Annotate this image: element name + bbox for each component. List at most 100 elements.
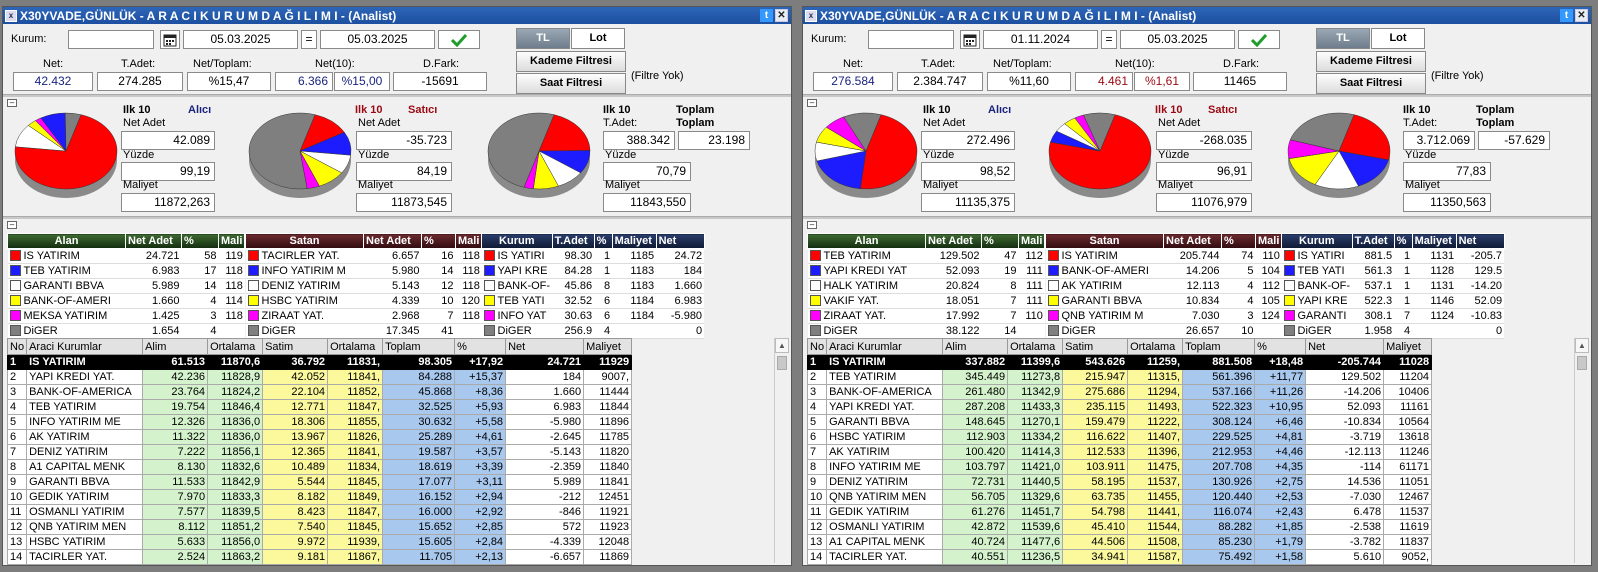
column-header[interactable]: % bbox=[1221, 233, 1256, 249]
tl-toggle-button[interactable]: TL bbox=[516, 28, 570, 49]
column-header[interactable]: Mali bbox=[217, 233, 246, 249]
column-header[interactable]: % bbox=[593, 233, 613, 249]
table-row[interactable]: TACIRLER YAT. 6.657 16 118 bbox=[245, 248, 482, 264]
kademe-filter-button[interactable]: Kademe Filtresi bbox=[1316, 51, 1426, 72]
table-row[interactable]: 2 TEB YATIRIM 345.449 11273,8 215.947 11315, 5… bbox=[806, 369, 1433, 385]
column-header[interactable]: Net Adet bbox=[925, 233, 982, 249]
table-row[interactable]: MEKSA YATIRIM 1.425 3 118 bbox=[7, 308, 245, 324]
column-header[interactable]: Ortalama bbox=[207, 338, 264, 355]
table-row[interactable]: VAKIF YAT. 18.051 7 111 bbox=[807, 293, 1045, 309]
column-header[interactable]: Araci Kurumlar bbox=[26, 338, 144, 355]
table-row[interactable]: DiGER 17.345 41 bbox=[245, 323, 482, 339]
column-header[interactable]: Mali bbox=[454, 233, 483, 249]
table-row[interactable]: IS YATIRIM 205.744 74 110 bbox=[1045, 248, 1282, 264]
collapse-icon[interactable]: – bbox=[807, 221, 817, 229]
table-row[interactable]: 12 OSMANLI YATIRIM 42.872 11539,6 45.410 1154… bbox=[806, 519, 1433, 535]
table-row[interactable]: 5 GARANTI BBVA 148.645 11270,1 159.479 11222,… bbox=[806, 414, 1433, 430]
column-header[interactable]: No bbox=[6, 338, 28, 355]
column-header[interactable]: Alim bbox=[942, 338, 1009, 355]
table-row[interactable]: ZIRAAT YAT. 17.992 7 110 bbox=[807, 308, 1045, 324]
table-row[interactable]: 6 AK YATIRIM 11.322 11836,0 13.967 11826, 25.2… bbox=[6, 429, 633, 445]
kademe-filter-button[interactable]: Kademe Filtresi bbox=[516, 51, 626, 72]
table-row[interactable]: 13 A1 CAPITAL MENK 40.724 11477,6 44.506 1150… bbox=[806, 534, 1433, 550]
scroll-thumb[interactable] bbox=[1577, 356, 1587, 370]
table-row[interactable]: 3 BANK-OF-AMERICA 261.480 11342,9 275.686 112… bbox=[806, 384, 1433, 400]
column-header[interactable]: Net bbox=[1305, 338, 1385, 355]
column-header[interactable]: Ortalama bbox=[327, 338, 384, 355]
kurum-input[interactable] bbox=[868, 30, 954, 49]
column-header[interactable]: Araci Kurumlar bbox=[826, 338, 944, 355]
lot-toggle-button[interactable]: Lot bbox=[571, 28, 625, 49]
table-row[interactable]: 12 QNB YATIRIM MEN 8.112 11851,2 7.540 11845,… bbox=[6, 519, 633, 535]
table-row[interactable]: INFO YATIRIM M 5.980 14 118 bbox=[245, 263, 482, 279]
date-equals-button[interactable]: = bbox=[1101, 30, 1117, 49]
column-header[interactable]: Maliyet bbox=[611, 233, 657, 249]
table-row[interactable]: TEB YATI 32.52 6 1184 6.983 bbox=[481, 293, 705, 309]
column-header[interactable]: % bbox=[454, 338, 507, 355]
date-to-input[interactable]: 05.03.2025 bbox=[1120, 30, 1235, 49]
column-header[interactable]: Kurum bbox=[481, 233, 553, 249]
table-row[interactable]: 10 GEDIK YATIRIM 7.970 11833,3 8.182 11849, 16… bbox=[6, 489, 633, 505]
column-header[interactable]: Satim bbox=[1062, 338, 1129, 355]
table-row[interactable]: IS YATIRI 881.5 1 1131 -205.7 bbox=[1281, 248, 1505, 264]
table-row[interactable]: YAPI KRE 522.3 1 1146 52.09 bbox=[1281, 293, 1505, 309]
table-row[interactable]: BANK-OF- 537.1 1 1131 -14.20 bbox=[1281, 278, 1505, 294]
column-header[interactable]: Toplam bbox=[382, 338, 456, 355]
saat-filter-button[interactable]: Saat Filtresi bbox=[516, 73, 626, 94]
vertical-scrollbar[interactable]: ▲ bbox=[774, 338, 789, 563]
table-row[interactable]: 7 AK YATIRIM 100.420 11414,3 112.533 11396, 21… bbox=[806, 444, 1433, 460]
column-header[interactable]: Mali bbox=[1254, 233, 1283, 249]
column-header[interactable]: Ortalama bbox=[1127, 338, 1184, 355]
column-header[interactable]: Kurum bbox=[1281, 233, 1353, 249]
apply-check-button[interactable] bbox=[438, 30, 480, 49]
column-header[interactable]: Alan bbox=[807, 233, 926, 249]
scroll-up-icon[interactable]: ▲ bbox=[1575, 338, 1589, 353]
table-row[interactable]: 11 GEDIK YATIRIM 61.276 11451,7 54.798 11441,… bbox=[806, 504, 1433, 520]
table-row[interactable]: 8 A1 CAPITAL MENK 8.130 11832,6 10.489 11834,… bbox=[6, 459, 633, 475]
column-header[interactable]: Net Adet bbox=[363, 233, 422, 249]
table-row[interactable]: GARANTI 308.1 7 1124 -10.83 bbox=[1281, 308, 1505, 324]
column-header[interactable]: Net Adet bbox=[125, 233, 182, 249]
table-row[interactable]: IS YATIRI 98.30 1 1185 24.72 bbox=[481, 248, 705, 264]
column-header[interactable]: Toplam bbox=[1182, 338, 1256, 355]
column-header[interactable]: Net bbox=[505, 338, 585, 355]
table-row[interactable]: INFO YAT 30.63 6 1184 -5.980 bbox=[481, 308, 705, 324]
table-row[interactable]: DiGER 26.657 10 bbox=[1045, 323, 1282, 339]
collapse-icon[interactable]: – bbox=[7, 99, 17, 107]
table-row[interactable]: 11 OSMANLI YATIRIM 7.577 11839,5 8.423 11847,… bbox=[6, 504, 633, 520]
table-row[interactable]: AK YATIRIM 12.113 4 112 bbox=[1045, 278, 1282, 294]
apply-check-button[interactable] bbox=[1238, 30, 1280, 49]
scroll-up-icon[interactable]: ▲ bbox=[775, 338, 789, 353]
scroll-thumb[interactable] bbox=[777, 356, 787, 370]
date-from-input[interactable]: 01.11.2024 bbox=[983, 30, 1098, 49]
column-header[interactable]: Satim bbox=[262, 338, 329, 355]
table-row[interactable]: 6 HSBC YATIRIM 112.903 11334,2 116.622 11407,… bbox=[806, 429, 1433, 445]
table-row[interactable]: 9 GARANTI BBVA 11.533 11842,9 5.544 11845, 17.… bbox=[6, 474, 633, 490]
column-header[interactable]: % bbox=[421, 233, 456, 249]
lot-toggle-button[interactable]: Lot bbox=[1371, 28, 1425, 49]
column-header[interactable]: % bbox=[981, 233, 1019, 249]
table-row[interactable]: 1 IS YATIRIM 337.882 11399,6 543.626 11259, 88… bbox=[806, 354, 1433, 370]
column-header[interactable]: Maliyet bbox=[583, 338, 633, 355]
collapse-icon[interactable]: – bbox=[7, 221, 17, 229]
vertical-scrollbar[interactable]: ▲ bbox=[1574, 338, 1589, 563]
column-header[interactable]: % bbox=[181, 233, 219, 249]
table-row[interactable]: 4 YAPI KREDI YAT. 287.208 11433,3 235.115 114… bbox=[806, 399, 1433, 415]
table-row[interactable]: 1 IS YATIRIM 61.513 11870,6 36.792 11831, 98.3… bbox=[6, 354, 633, 370]
table-row[interactable]: DiGER 1.958 4 0 bbox=[1281, 323, 1505, 339]
table-row[interactable]: 3 BANK-OF-AMERICA 23.764 11824,2 22.104 11852… bbox=[6, 384, 633, 400]
column-header[interactable]: Satan bbox=[245, 233, 364, 249]
table-row[interactable]: HSBC YATIRIM 4.339 10 120 bbox=[245, 293, 482, 309]
table-row[interactable]: TEB YATIRIM 6.983 17 118 bbox=[7, 263, 245, 279]
column-header[interactable]: T.Adet bbox=[551, 233, 595, 249]
table-row[interactable]: TEB YATI 561.3 1 1128 129.5 bbox=[1281, 263, 1505, 279]
table-row[interactable]: BANK-OF-AMERI 14.206 5 104 bbox=[1045, 263, 1282, 279]
table-row[interactable]: 14 TACIRLER YAT. 2.524 11863,2 9.181 11867, 11… bbox=[6, 549, 633, 565]
column-header[interactable]: Maliyet bbox=[1383, 338, 1433, 355]
table-row[interactable]: DiGER 256.9 4 0 bbox=[481, 323, 705, 339]
table-row[interactable]: DENIZ YATIRIM 5.143 12 118 bbox=[245, 278, 482, 294]
column-header[interactable]: Net bbox=[655, 233, 705, 249]
date-from-input[interactable]: 05.03.2025 bbox=[183, 30, 298, 49]
table-row[interactable]: ZIRAAT YAT. 2.968 7 118 bbox=[245, 308, 482, 324]
table-row[interactable]: QNB YATIRIM M 7.030 3 124 bbox=[1045, 308, 1282, 324]
